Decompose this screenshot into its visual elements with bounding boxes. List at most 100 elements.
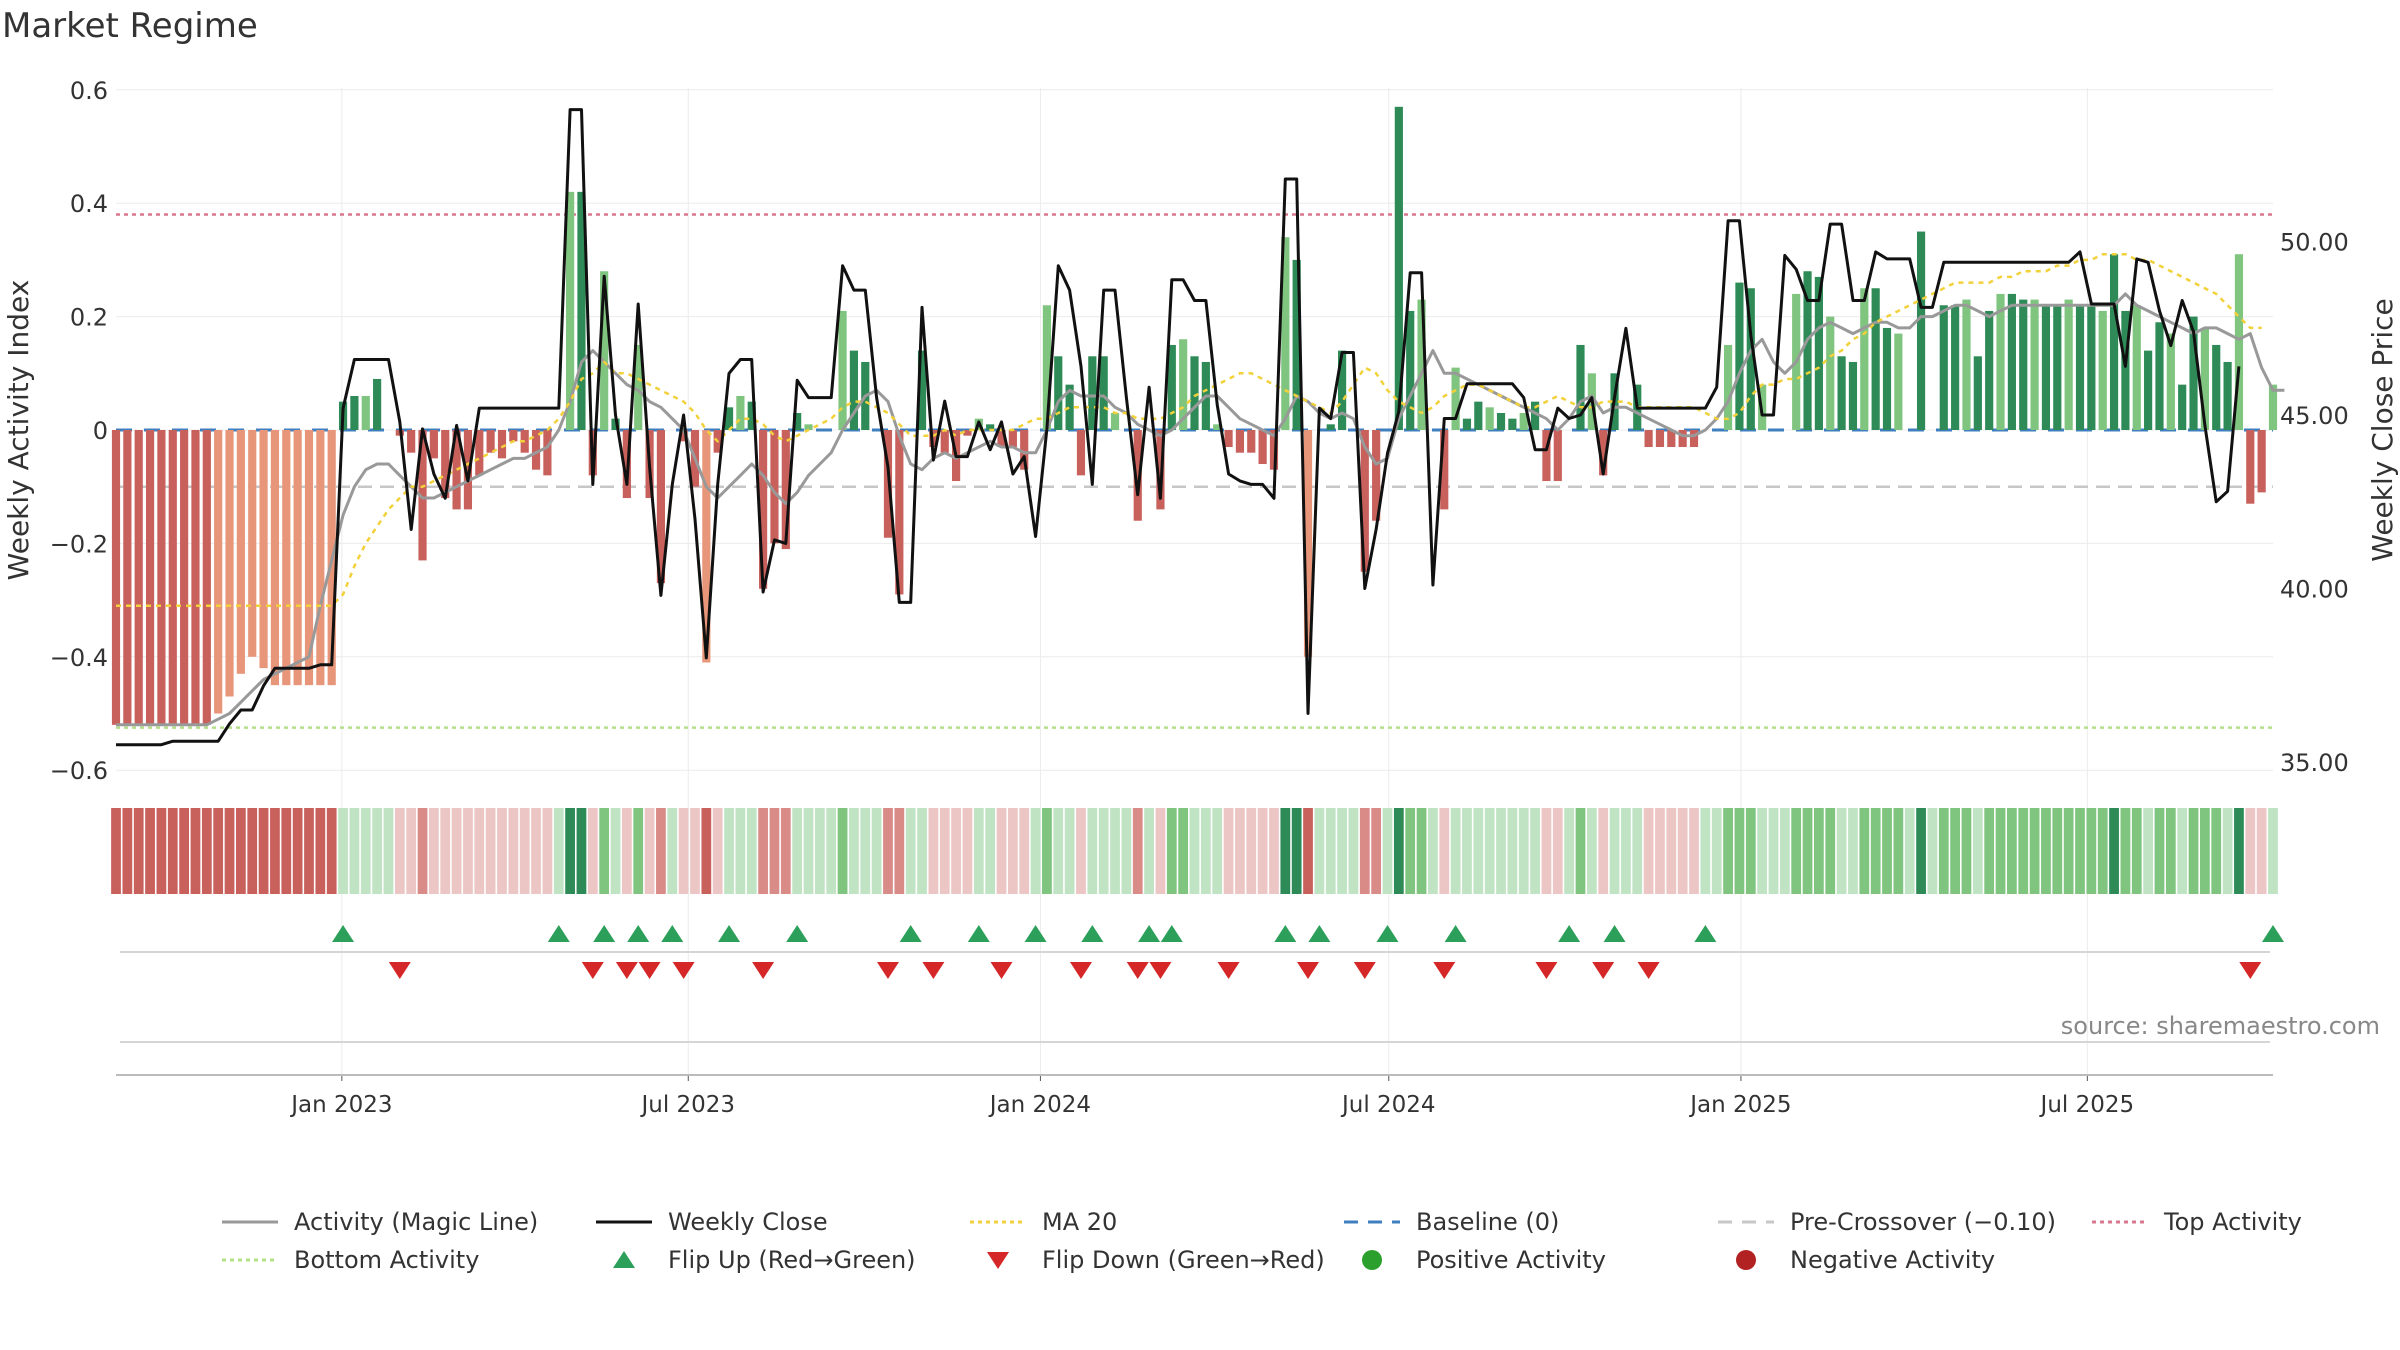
regime-cell xyxy=(1859,808,1870,894)
regime-cell xyxy=(1303,808,1313,894)
flip-down-marker xyxy=(1592,962,1615,979)
regime-cell xyxy=(463,808,473,894)
x-tick-label: Jan 2024 xyxy=(988,1092,1091,1118)
activity-bar xyxy=(1406,310,1415,430)
regime-cell xyxy=(678,808,689,894)
activity-bar xyxy=(781,430,790,550)
legend-label: Baseline (0) xyxy=(1416,1208,1560,1236)
regime-cell xyxy=(837,808,848,894)
legend-label: Top Activity xyxy=(2164,1208,2302,1236)
activity-bar xyxy=(1088,356,1097,430)
activity-bar xyxy=(316,430,325,686)
activity-bar xyxy=(2064,299,2073,430)
activity-bar xyxy=(1814,276,1823,430)
activity-bar xyxy=(111,430,121,725)
regime-cell xyxy=(814,808,825,894)
source-note: source: sharemaestro.com xyxy=(2060,1012,2380,1040)
activity-bar xyxy=(1951,305,1960,430)
regime-cell xyxy=(1518,808,1529,894)
activity-bars xyxy=(111,106,2278,725)
regime-cell xyxy=(156,808,167,894)
activity-bar xyxy=(1803,271,1812,430)
regime-cell xyxy=(451,808,462,894)
activity-bar xyxy=(793,412,802,430)
regime-cell xyxy=(1405,808,1416,894)
activity-bar xyxy=(1235,430,1244,453)
y-tick-label-left: −0.2 xyxy=(50,530,108,558)
activity-bar xyxy=(1133,430,1142,521)
regime-cell xyxy=(1393,808,1404,894)
activity-bar xyxy=(736,395,745,430)
regime-cell xyxy=(1212,808,1223,894)
activity-bar xyxy=(634,344,643,430)
activity-bar xyxy=(1417,299,1426,430)
regime-cell xyxy=(1927,808,1938,894)
activity-bar xyxy=(407,430,416,453)
y-tick-label-left: −0.4 xyxy=(50,644,108,672)
activity-bar xyxy=(577,191,586,430)
regime-cell xyxy=(360,808,371,894)
x-tick-label: Jul 2023 xyxy=(639,1092,735,1118)
regime-cell xyxy=(111,808,121,894)
regime-cell xyxy=(474,808,485,894)
regime-cell xyxy=(1314,808,1325,894)
regime-cell xyxy=(428,808,439,894)
flip-down-marker xyxy=(1637,962,1660,979)
activity-bar xyxy=(997,430,1006,448)
regime-cell xyxy=(1189,808,1200,894)
regime-cell xyxy=(1961,808,1972,894)
regime-cell xyxy=(1848,808,1858,894)
activity-bar xyxy=(509,430,518,442)
activity-bar xyxy=(1871,288,1880,430)
x-tick-label: Jul 2025 xyxy=(2039,1092,2135,1118)
regime-cell xyxy=(667,808,678,894)
regime-cell xyxy=(2154,808,2165,894)
regime-cell xyxy=(951,808,961,894)
activity-bar xyxy=(804,424,813,430)
flip-up-marker xyxy=(1444,925,1467,942)
activity-bar xyxy=(1394,106,1403,430)
activity-bar xyxy=(2041,305,2051,430)
activity-bar xyxy=(1440,430,1449,510)
regime-cell xyxy=(2188,808,2199,894)
activity-bar xyxy=(293,430,302,686)
regime-cell xyxy=(1257,808,1268,894)
flip-up-marker xyxy=(1024,925,1047,942)
regime-cell xyxy=(213,808,224,894)
activity-bar xyxy=(2109,254,2119,430)
regime-cell xyxy=(1984,808,1995,894)
activity-bar xyxy=(2030,299,2039,430)
flip-down-marker xyxy=(1353,962,1376,979)
flip-up-marker xyxy=(1694,925,1717,942)
regime-cell xyxy=(576,808,587,894)
regime-cell xyxy=(349,808,360,894)
activity-bar xyxy=(1916,231,1926,430)
activity-bar xyxy=(1303,430,1313,657)
activity-bar xyxy=(2166,333,2175,430)
regime-cell xyxy=(1723,808,1733,894)
activity-bar xyxy=(2178,384,2187,430)
activity-bar xyxy=(134,430,143,725)
activity-bar xyxy=(248,430,257,657)
regime-cell xyxy=(258,808,269,894)
flip-up-marker xyxy=(593,925,616,942)
flip-down-marker xyxy=(581,962,604,979)
regime-cell xyxy=(1325,808,1336,894)
regime-cell xyxy=(1246,808,1257,894)
chart-title: Market Regime xyxy=(2,6,258,46)
regime-cell xyxy=(553,808,564,894)
legend-swatch xyxy=(1736,1250,1756,1270)
y-tick-label-left: 0.2 xyxy=(70,304,108,332)
activity-bar xyxy=(1962,299,1971,430)
regime-cell xyxy=(1836,808,1847,894)
y-tick-label-right: 35.00 xyxy=(2280,749,2349,777)
activity-bar xyxy=(531,430,541,470)
activity-bar xyxy=(225,430,234,697)
regime-cell xyxy=(1473,808,1484,894)
y-tick-label-left: 0.4 xyxy=(70,190,108,218)
regime-cell xyxy=(1870,808,1881,894)
regime-cell xyxy=(2211,808,2222,894)
flip-up-marker xyxy=(1138,925,1161,942)
activity-bar xyxy=(1939,305,1948,430)
regime-cell xyxy=(1484,808,1495,894)
